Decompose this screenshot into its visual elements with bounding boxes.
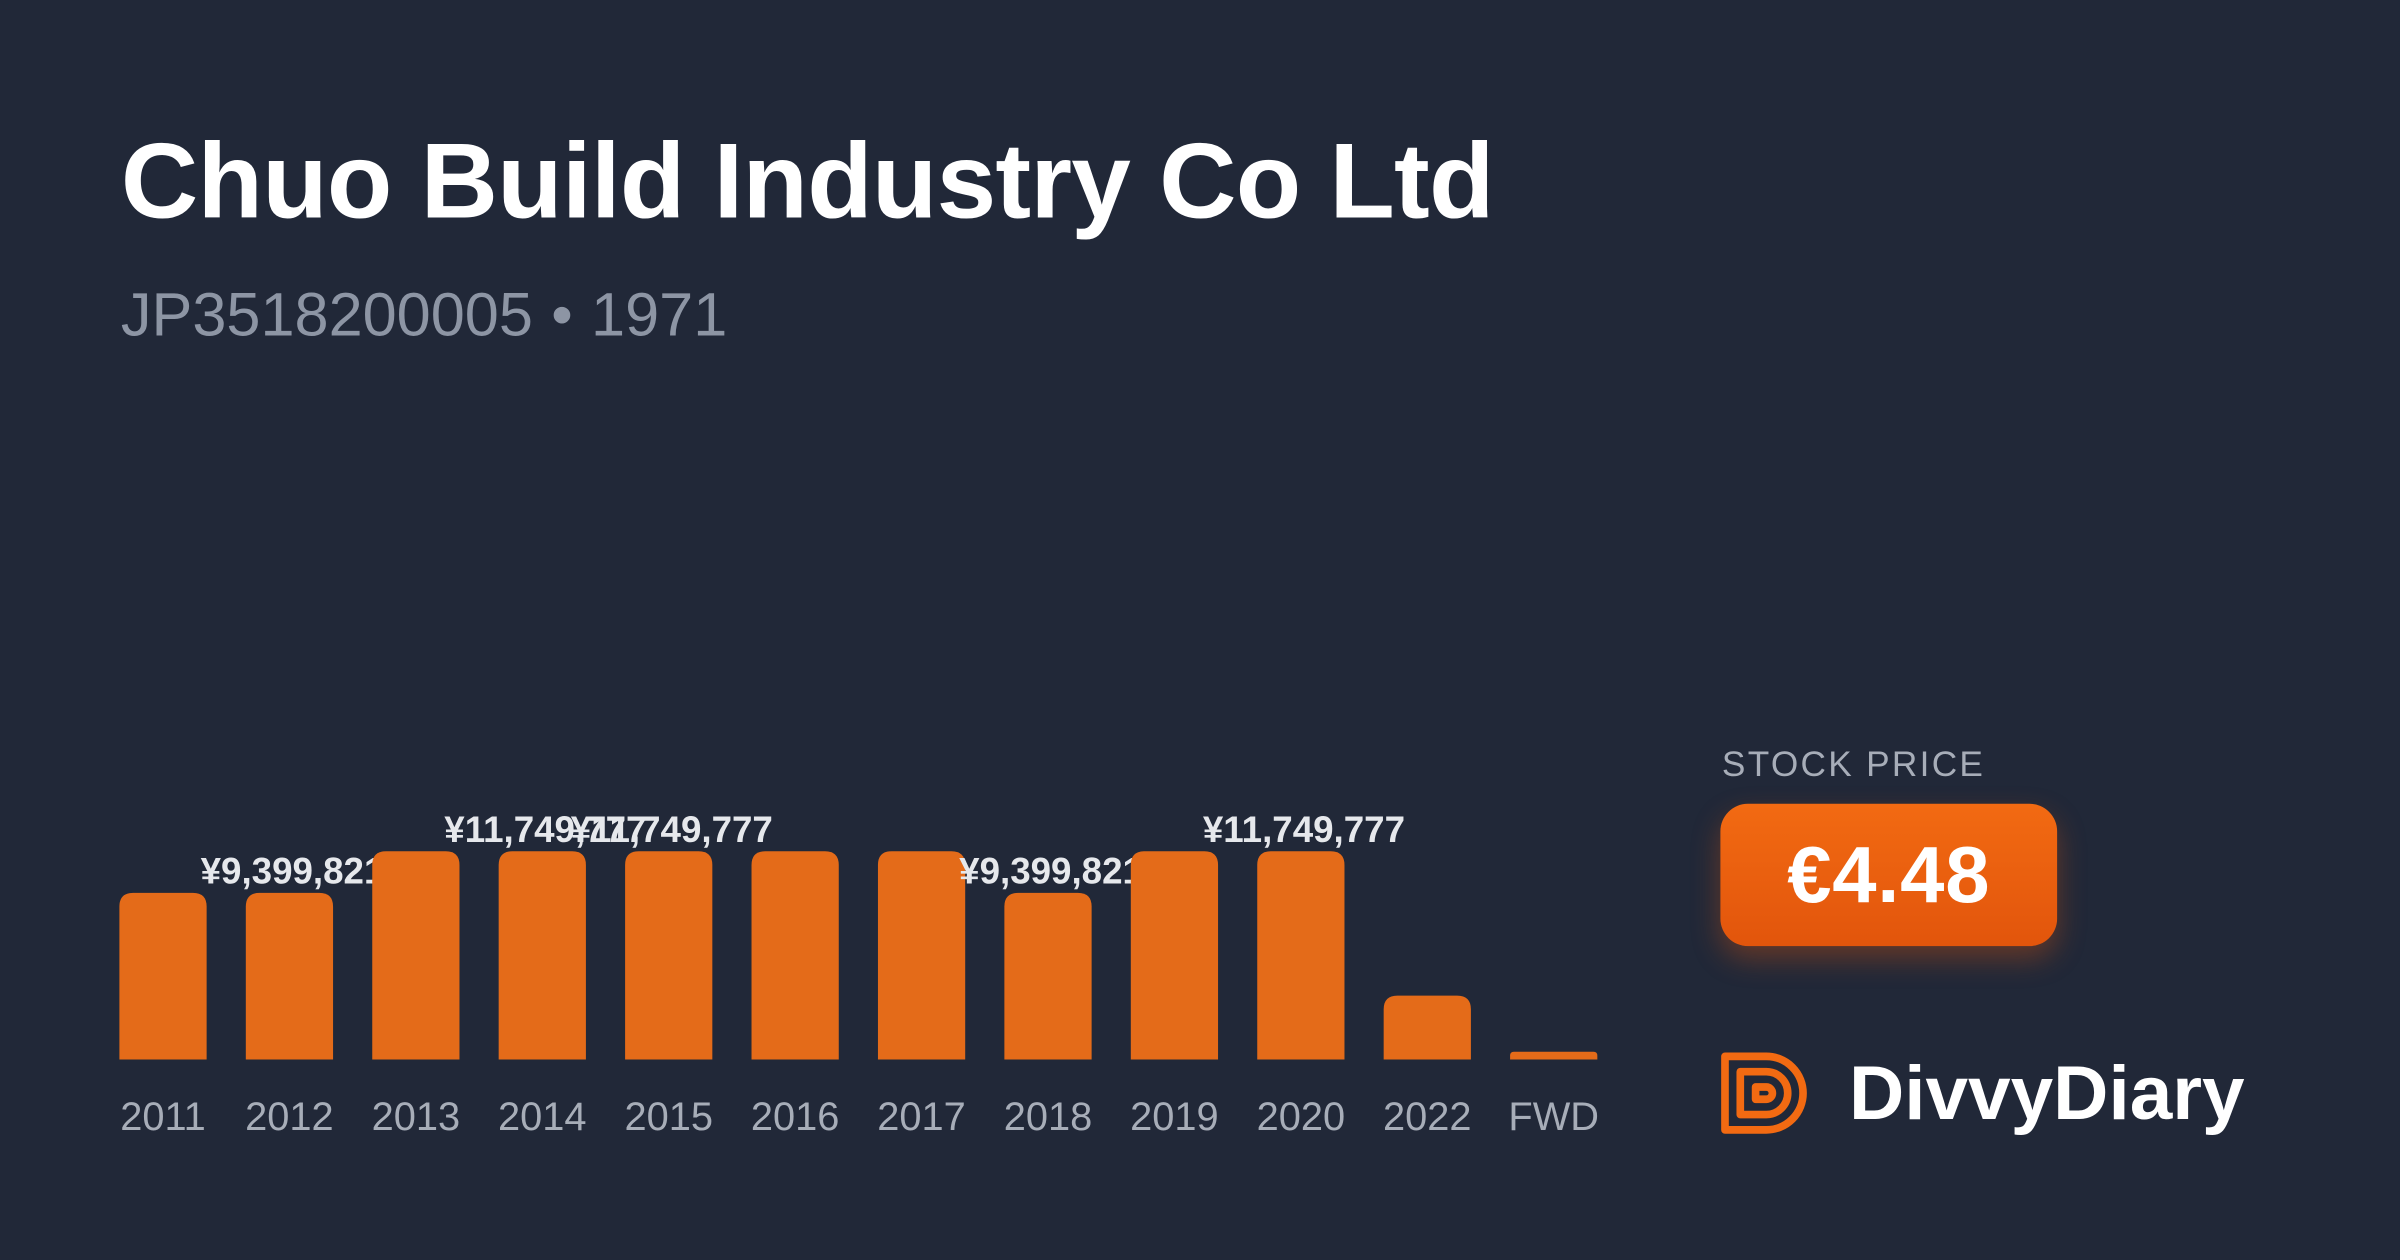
brand-name: DivvyDiary <box>1848 1050 2245 1137</box>
ticker-code: 1971 <box>591 281 728 350</box>
x-tick-label: 2022 <box>1383 1095 1472 1139</box>
x-tick-label: 2017 <box>877 1095 966 1139</box>
bar-2012 <box>245 892 334 1060</box>
divvydiary-logo-icon <box>1721 1052 1807 1134</box>
bar-value-label: ¥11,749,777 <box>1203 809 1405 850</box>
bar-2013 <box>372 851 460 1060</box>
bar-2015 <box>625 851 713 1060</box>
x-tick-label: 2013 <box>372 1095 461 1139</box>
separator-dot: • <box>551 281 573 350</box>
x-tick-label: 2019 <box>1130 1095 1219 1139</box>
bar-2011 <box>119 892 207 1060</box>
x-tick-label: 2014 <box>498 1095 587 1139</box>
company-name: Chuo Build Industry Co Ltd <box>120 120 1495 241</box>
x-tick-label: 2020 <box>1257 1095 1346 1139</box>
x-tick-label: 2016 <box>751 1095 840 1139</box>
bar-2014 <box>498 851 586 1060</box>
brand[interactable]: DivvyDiary <box>1720 1050 2245 1137</box>
isin-code: JP3518200005 <box>120 281 533 350</box>
stock-price-value: €4.48 <box>1787 830 1991 920</box>
x-tick-label: 2011 <box>120 1095 206 1139</box>
x-tick-label: 2018 <box>1004 1095 1093 1139</box>
bar-2016 <box>751 851 839 1060</box>
bar-value-label: ¥11,749,777 <box>444 809 646 850</box>
bar-2020 <box>1257 851 1345 1060</box>
bar-2019 <box>1130 851 1219 1060</box>
stock-price-caption: STOCK PRICE <box>1721 744 1986 784</box>
stock-price-badge: €4.48 <box>1720 803 2058 947</box>
company-identifiers: JP3518200005 • 1971 <box>121 279 727 352</box>
bar-value-label: ¥11,749,777 <box>571 809 773 850</box>
x-tick-label: FWD <box>1508 1095 1599 1139</box>
bar-2017 <box>877 851 966 1060</box>
bar-fwd <box>1510 1051 1598 1060</box>
bar-2018 <box>1004 892 1092 1060</box>
x-tick-label: 2012 <box>245 1095 334 1139</box>
x-tick-label: 2015 <box>624 1095 713 1139</box>
bar-2022 <box>1383 995 1471 1060</box>
bar-value-label: ¥9,399,821 <box>201 851 385 892</box>
bar-value-label: ¥9,399,821 <box>959 851 1143 892</box>
